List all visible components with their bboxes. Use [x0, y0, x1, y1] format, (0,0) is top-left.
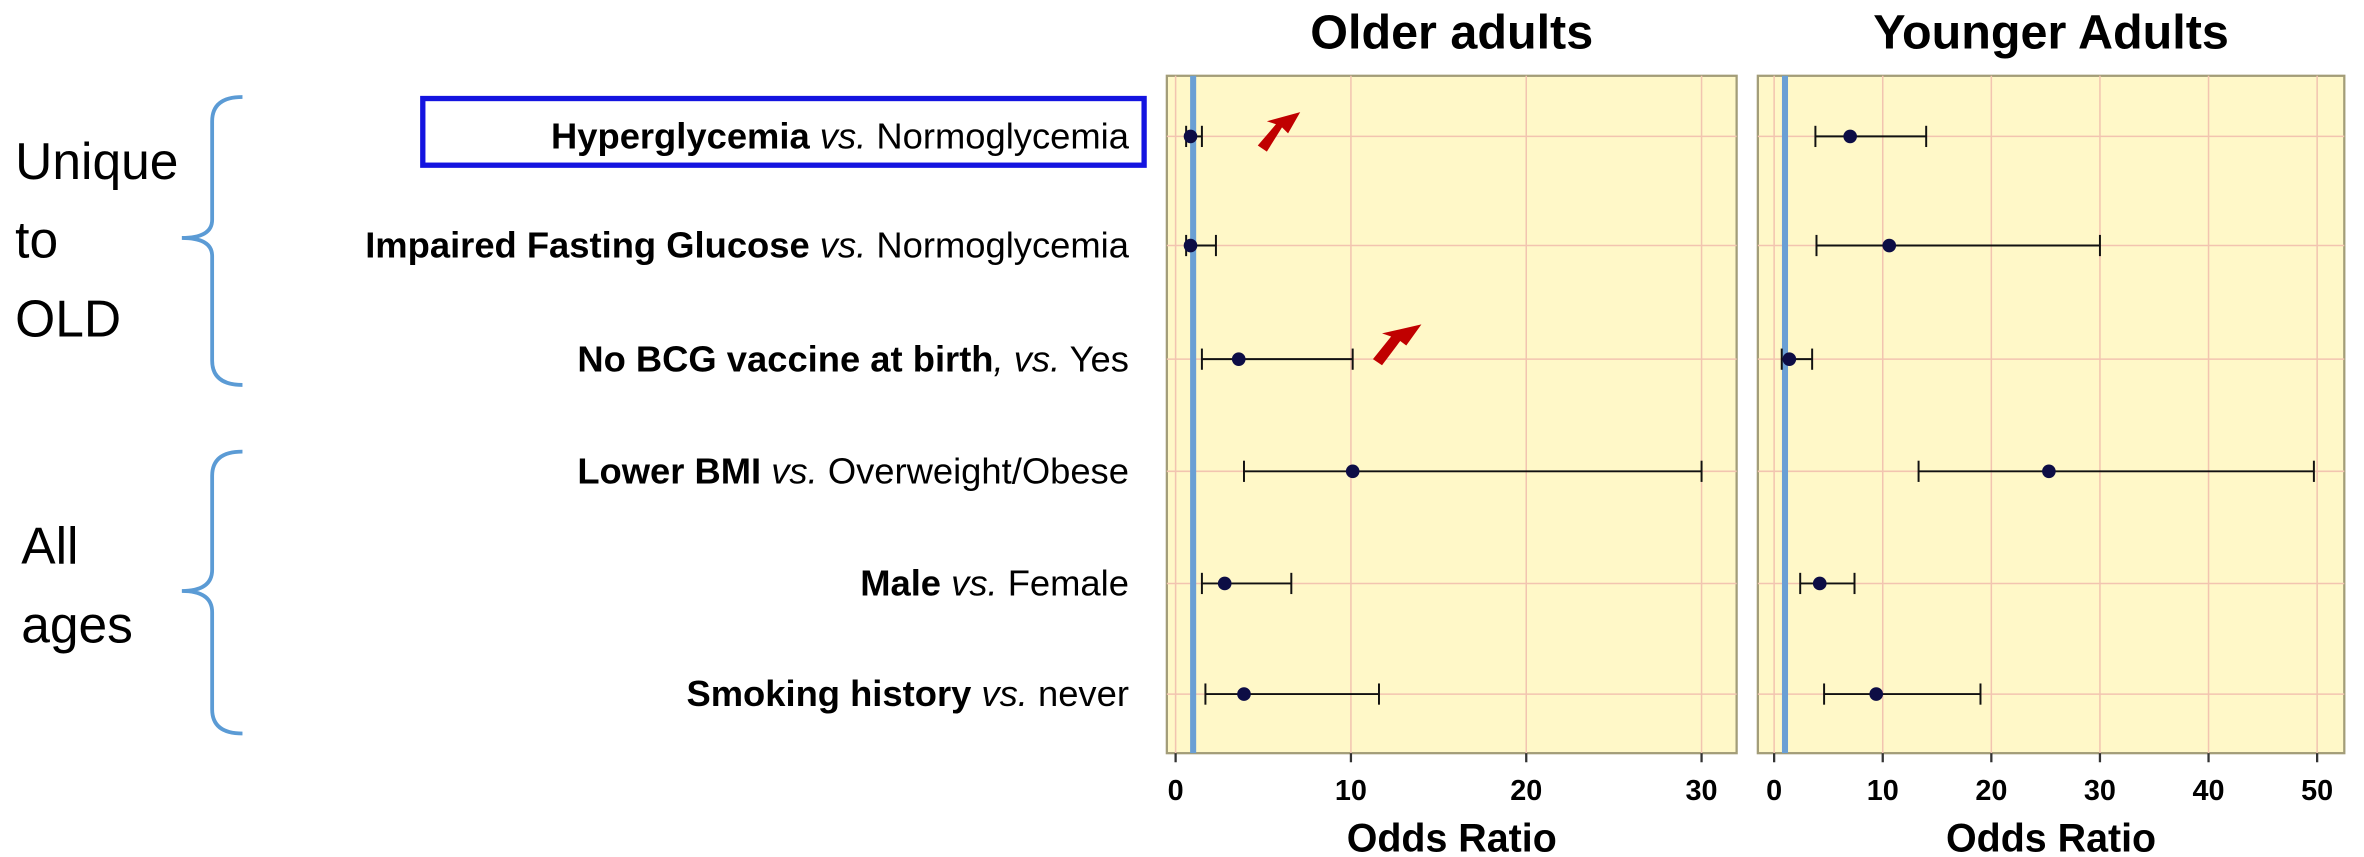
label-part: Male	[860, 563, 941, 604]
arrow	[1372, 324, 1422, 366]
label-part: Female	[998, 563, 1129, 604]
label-part: vs.	[810, 225, 867, 266]
group-label: to	[15, 211, 58, 269]
x-tick-label: 30	[1686, 775, 1718, 807]
label-part: Yes	[1060, 338, 1129, 379]
x-tick-label: 30	[2084, 775, 2116, 807]
point-estimate	[1231, 352, 1246, 366]
row-label: Hyperglycemia vs. Normoglycemia	[551, 116, 1130, 157]
x-axis-label: Odds Ratio	[1347, 817, 1557, 857]
point-estimate	[1869, 687, 1884, 701]
point-estimate	[1782, 352, 1797, 366]
label-part: never	[1028, 673, 1129, 714]
x-tick-label: 20	[1975, 775, 2007, 807]
row-label: Smoking history vs. never	[686, 673, 1129, 714]
point-estimate	[1237, 687, 1251, 701]
label-part: vs.	[941, 563, 998, 604]
x-tick-label: 0	[1168, 775, 1184, 807]
point-estimate	[1183, 238, 1198, 253]
chart-title: Younger Adults	[1873, 6, 2229, 60]
point-estimate	[1217, 576, 1232, 591]
point-estimate	[1843, 129, 1857, 144]
chart-title: Older adults	[1310, 6, 1593, 60]
plot-area	[1165, 74, 1738, 755]
point-estimate	[1812, 576, 1827, 591]
point-estimate	[1345, 464, 1360, 479]
row-label: Lower BMI vs. Overweight/Obese	[577, 450, 1129, 491]
label-part: vs.	[761, 450, 818, 491]
point-estimate	[1882, 238, 1897, 253]
label-part: Smoking history	[686, 673, 972, 714]
x-tick-label: 10	[1335, 775, 1367, 807]
plot-area	[1756, 74, 2346, 755]
label-part: , vs.	[994, 338, 1061, 379]
x-tick-label: 0	[1766, 775, 1782, 807]
label-part: Overweight/Obese	[818, 450, 1129, 491]
label-part: Normoglycemia	[866, 225, 1129, 266]
label-part: Normoglycemia	[866, 116, 1129, 157]
x-tick-label: 50	[2301, 775, 2333, 807]
label-part: Hyperglycemia	[551, 116, 810, 157]
row-label: Male vs. Female	[860, 563, 1129, 604]
x-tick-label: 20	[1510, 775, 1542, 807]
label-part: Lower BMI	[577, 450, 761, 491]
brace	[181, 449, 243, 736]
point-estimate	[2042, 464, 2056, 479]
row-label: No BCG vaccine at birth, vs. Yes	[577, 338, 1129, 379]
group-label: ages	[21, 596, 133, 654]
x-tick-label: 40	[2193, 775, 2225, 807]
label-part: No BCG vaccine at birth	[577, 338, 993, 379]
x-tick-label: 10	[1867, 775, 1899, 807]
highlight-box	[420, 95, 1147, 168]
group-label: Unique	[15, 132, 178, 190]
label-part: vs.	[810, 116, 867, 157]
point-estimate	[1183, 129, 1198, 144]
brace	[181, 95, 243, 387]
group-label: OLD	[15, 289, 121, 347]
arrow	[1257, 112, 1301, 152]
group-label: All	[21, 517, 78, 575]
x-axis-label: Odds Ratio	[1946, 817, 2156, 857]
row-label: Impaired Fasting Glucose vs. Normoglycem…	[365, 225, 1130, 266]
label-part: vs.	[971, 673, 1028, 714]
label-part: Impaired Fasting Glucose	[365, 225, 809, 266]
